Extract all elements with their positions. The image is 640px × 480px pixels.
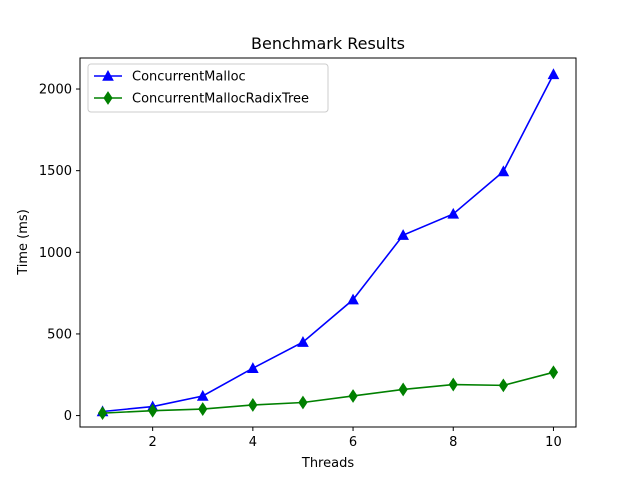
x-tick-label: 8: [449, 435, 457, 450]
legend-label: ConcurrentMallocRadixTree: [132, 92, 309, 107]
legend-box: [87, 63, 329, 113]
y-axis-label: Time (ms): [16, 209, 31, 276]
y-axis: 0 500 1000 1500 2000: [39, 83, 80, 424]
data-point: [548, 365, 559, 380]
legend-marker: [102, 69, 114, 81]
data-point: [447, 207, 460, 219]
series-line: [102, 73, 555, 413]
series-line: [102, 371, 554, 414]
data-point: [498, 378, 508, 393]
data-point: [248, 398, 258, 412]
x-tick-label: 4: [249, 435, 257, 450]
legend-item: ConcurrentMalloc: [94, 70, 246, 85]
series-2: [97, 365, 559, 421]
legend-label: ConcurrentMalloc: [132, 70, 246, 85]
data-point: [297, 336, 309, 347]
data-point: [247, 362, 259, 373]
legend-item: ConcurrentMallocRadixTree: [94, 91, 309, 107]
x-axis: 2 4 6 8 10: [149, 427, 562, 450]
plot-frame: [79, 57, 577, 428]
data-point: [448, 377, 458, 392]
data-point: [298, 395, 308, 410]
data-point: [398, 382, 408, 397]
y-tick-label: 1500: [39, 164, 72, 179]
y-tick-label: 500: [47, 327, 72, 342]
y-tick-label: 2000: [39, 83, 72, 98]
legend: ConcurrentMalloc ConcurrentMallocRadixTre…: [87, 63, 329, 113]
data-point: [148, 403, 158, 418]
data-point: [497, 165, 510, 177]
x-tick-label: 10: [545, 435, 562, 450]
data-point: [348, 389, 358, 403]
x-tick-label: 2: [149, 435, 157, 450]
y-tick-label: 1000: [39, 246, 72, 261]
legend-marker: [103, 91, 113, 105]
plot-area: [79, 57, 577, 428]
y-tick-label: 0: [64, 409, 72, 424]
series-layer: [96, 68, 560, 421]
data-point: [347, 293, 359, 305]
x-tick-label: 6: [349, 435, 357, 450]
data-point: [397, 229, 409, 240]
chart-title: Benchmark Results: [251, 34, 405, 53]
x-axis-label: Threads: [301, 456, 354, 471]
data-point: [547, 68, 560, 80]
data-point: [198, 402, 208, 416]
data-point: [97, 406, 108, 421]
data-point: [196, 389, 209, 401]
